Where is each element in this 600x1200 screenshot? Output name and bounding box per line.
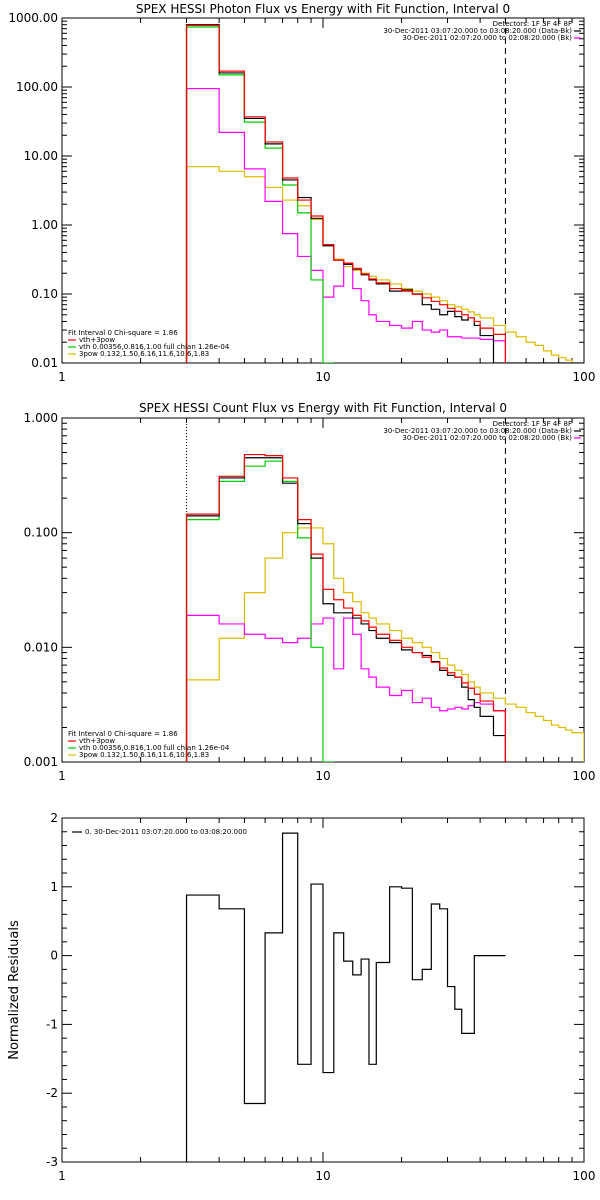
series-data	[185, 24, 584, 363]
series-residuals	[185, 832, 506, 1162]
series-vth-3pow	[185, 453, 507, 762]
y-tick-label: 1.00	[31, 218, 58, 232]
chart-title: SPEX HESSI Photon Flux vs Energy with Fi…	[136, 2, 510, 16]
y-tick-label: 100.00	[16, 80, 58, 94]
y-tick-label: 1.000	[24, 411, 58, 425]
y-tick-label: 1000.00	[8, 11, 58, 25]
legend-left-entry: 3pow 0.132,1.50,6.16,11.6,10.6,1.83	[79, 350, 209, 358]
x-tick-label: 10	[315, 370, 330, 384]
series-vth-3pow	[185, 24, 507, 363]
series-3pow	[185, 87, 507, 363]
legend-right-entry: Detectors: 1F 3F 4F 8F	[493, 420, 572, 428]
legend-left-entry: vth+3pow	[79, 737, 115, 745]
x-tick-label: 10	[315, 769, 330, 783]
legend-left-entry: vth 0.00356,0.816,1.00 full chian 1.26e-…	[79, 343, 230, 351]
series-3pow-yellow	[185, 527, 584, 762]
legend-left-entry: 0. 30-Dec-2011 03:07:20.000 to 03:08:20.…	[85, 828, 247, 836]
y-tick-label: 0.100	[24, 526, 58, 540]
y-tick-label: -3	[46, 1155, 58, 1169]
series-group	[185, 832, 506, 1162]
legend-left-entry: vth+3pow	[79, 336, 115, 344]
x-tick-label: 100	[573, 370, 596, 384]
y-tick-label: 1	[50, 880, 58, 894]
series-3pow-yellow	[185, 166, 573, 363]
series-3pow	[185, 614, 507, 762]
x-tick-label: 10	[315, 1169, 330, 1183]
x-tick-label: 1	[58, 769, 66, 783]
legend-right-entry: 30-Dec-2011 03:07:20.000 to 03:08:20.000…	[383, 27, 572, 35]
series-vth	[185, 460, 335, 762]
legend-right-entry: Detectors: 1F 3F 4F 8F	[493, 20, 572, 28]
series-group	[185, 24, 584, 363]
y-tick-label: 2	[50, 811, 58, 825]
series-group	[185, 453, 584, 762]
y-tick-label: 0.001	[24, 755, 58, 769]
x-tick-label: 100	[573, 769, 596, 783]
legend-left-entry: Fit Interval 0 Chi-square = 1.86	[68, 730, 178, 738]
y-tick-label: 0.01	[31, 356, 58, 370]
series-data	[185, 457, 507, 762]
chart-panel-1: SPEX HESSI Photon Flux vs Energy with Fi…	[8, 2, 595, 384]
legend-right-entry: 30-Dec-2011 02:07:20.000 to 02:08:20.000…	[402, 434, 572, 442]
series-vth	[185, 26, 335, 363]
x-tick-label: 100	[573, 1169, 596, 1183]
legend-right-entry: 30-Dec-2011 02:07:20.000 to 02:08:20.000…	[402, 34, 572, 42]
y-tick-label: -1	[46, 1017, 58, 1031]
x-tick-label: 1	[58, 1169, 66, 1183]
y-tick-label: 10.00	[24, 149, 58, 163]
y-tick-label: -2	[46, 1086, 58, 1100]
legend-left-entry: vth 0.00356,0.816,1.00 full chian 1.26e-…	[79, 744, 230, 752]
y-tick-label: 0.010	[24, 640, 58, 654]
y-tick-label: 0.10	[31, 287, 58, 301]
legend-right-entry: 30-Dec-2011 03:07:20.000 to 03:08:20.000…	[383, 427, 572, 435]
chart-panel-2: SPEX HESSI Count Flux vs Energy with Fit…	[24, 401, 596, 783]
y-axis-label: Normalized Residuals	[7, 920, 22, 1060]
y-tick-label: 0	[50, 949, 58, 963]
legend-left-entry: 3pow 0.132,1.50,6.16,11.6,10.6,1.83	[79, 751, 209, 759]
chart-title: SPEX HESSI Count Flux vs Energy with Fit…	[139, 401, 507, 415]
legend-left-entry: Fit Interval 0 Chi-square = 1.86	[68, 329, 178, 337]
x-tick-label: 1	[58, 370, 66, 384]
